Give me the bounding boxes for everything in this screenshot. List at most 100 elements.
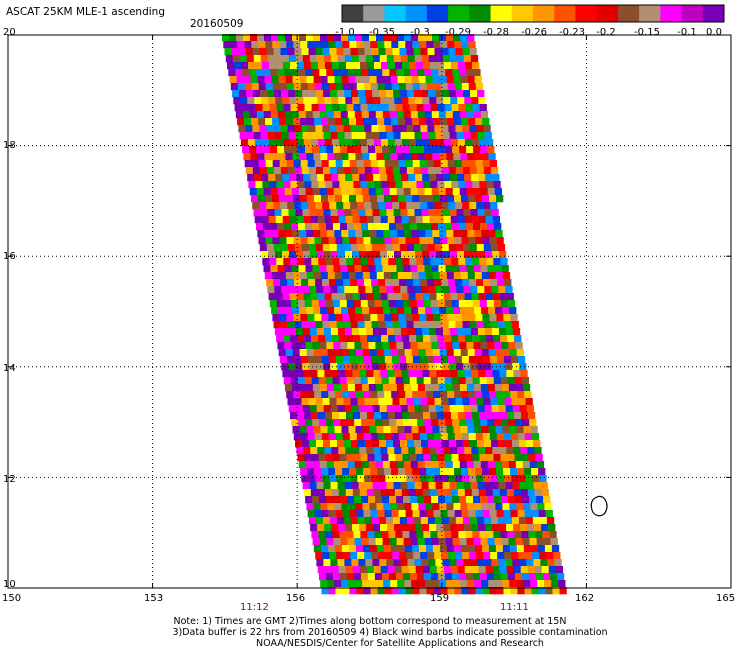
swath-cell	[317, 524, 325, 532]
swath-cell	[439, 580, 447, 588]
swath-cell	[454, 587, 462, 595]
swath-cell	[506, 524, 514, 532]
swath-cell	[394, 524, 402, 532]
swath-cell	[340, 461, 349, 469]
swath-cell	[278, 34, 286, 42]
swath-cell	[357, 398, 365, 406]
swath-cell	[496, 314, 504, 322]
swath-cell	[479, 531, 487, 539]
swath-cell	[321, 83, 330, 91]
swath-cell	[399, 552, 407, 560]
swath-cell	[371, 202, 379, 210]
swath-cell	[540, 482, 548, 490]
swath-cell	[534, 489, 543, 497]
swath-cell	[478, 97, 486, 105]
swath-cell	[288, 55, 297, 63]
swath-cell	[419, 468, 427, 476]
swath-cell	[463, 209, 471, 217]
legend-swatch	[660, 5, 683, 22]
swath-cell	[315, 321, 323, 329]
swath-cell	[365, 328, 374, 336]
swath-cell	[501, 419, 509, 427]
swath-cell	[391, 314, 399, 322]
swath-cell	[485, 174, 493, 182]
swath-cell	[276, 104, 284, 112]
swath-cell	[267, 55, 276, 63]
swath-cell	[342, 314, 350, 322]
swath-cell	[424, 538, 432, 546]
swath-cell	[428, 363, 436, 371]
swath-cell	[485, 524, 493, 532]
swath-cell	[377, 356, 386, 364]
swath-cell	[498, 363, 506, 371]
swath-cell	[274, 328, 283, 336]
swath-cell	[504, 475, 512, 483]
swath-cell	[456, 440, 464, 448]
swath-cell	[288, 132, 296, 140]
swath-cell	[499, 293, 507, 301]
swath-cell	[529, 496, 537, 504]
swath-cell	[371, 244, 380, 252]
swath-cell	[261, 139, 270, 147]
swath-cell	[251, 160, 259, 168]
swath-cell	[521, 454, 529, 462]
swath-cell	[374, 300, 383, 308]
swath-cell	[411, 503, 419, 511]
swath-cell	[435, 559, 443, 567]
swath-cell	[282, 139, 291, 147]
swath-cell	[482, 391, 490, 399]
swath-cell	[383, 580, 391, 588]
swath-cell	[291, 265, 299, 273]
swath-cell	[389, 111, 398, 119]
swath-cell	[367, 258, 375, 266]
swath-cell	[355, 34, 363, 42]
swath-cell	[389, 188, 397, 196]
swath-cell	[426, 160, 434, 168]
swath-cell	[487, 538, 495, 546]
swath-cell	[441, 398, 449, 406]
swath-cell	[389, 384, 398, 392]
swath-cell	[423, 573, 432, 581]
swath-cell	[381, 454, 389, 462]
swath-cell	[478, 216, 486, 224]
swath-cell	[322, 552, 330, 560]
swath-cell	[308, 202, 316, 210]
swath-cell	[403, 496, 411, 504]
swath-cell	[529, 419, 537, 427]
swath-cell	[493, 573, 502, 581]
swath-cell	[292, 307, 300, 315]
swath-cell	[333, 265, 341, 273]
swath-cell	[437, 377, 445, 385]
swath-cell	[477, 559, 485, 567]
swath-cell	[420, 321, 428, 329]
swath-cell	[422, 139, 431, 147]
swath-cell	[433, 237, 441, 245]
swath-cell	[377, 83, 386, 91]
swath-cell	[457, 139, 466, 147]
swath-cell	[413, 48, 421, 56]
swath-cell	[314, 510, 322, 518]
swath-cell	[492, 216, 500, 224]
swath-cell	[463, 132, 471, 140]
swath-cell	[415, 174, 423, 182]
swath-cell	[339, 454, 347, 462]
legend-swatch	[639, 5, 661, 22]
swath-cell	[368, 419, 376, 427]
swath-cell	[525, 552, 533, 560]
swath-cell	[306, 426, 314, 434]
swath-cell	[324, 489, 333, 497]
swath-cell	[364, 517, 373, 525]
swath-cell	[492, 174, 500, 182]
swath-cell	[459, 461, 468, 469]
swath-cell	[381, 104, 389, 112]
swath-cell	[412, 468, 420, 476]
swath-cell	[450, 370, 458, 378]
swath-cell	[455, 398, 463, 406]
swath-cell	[368, 111, 377, 119]
swath-cell	[318, 377, 326, 385]
swath-cell	[282, 97, 290, 105]
swath-cell	[322, 125, 330, 133]
swath-cell	[308, 48, 316, 56]
swath-cell	[443, 370, 451, 378]
swath-cell	[530, 503, 538, 511]
